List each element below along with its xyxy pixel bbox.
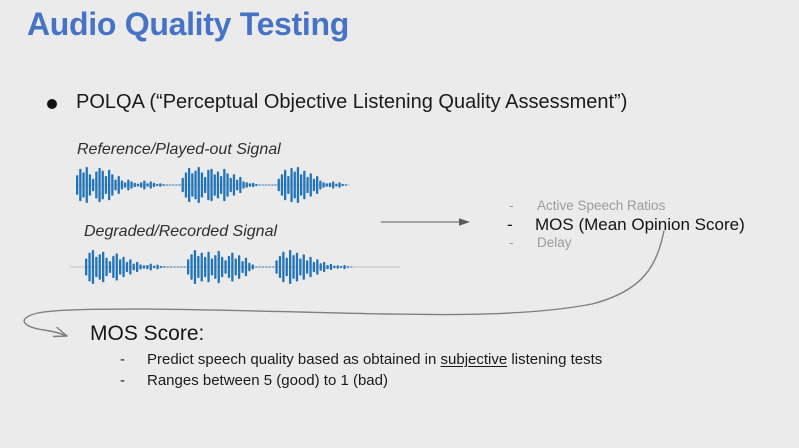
dash-bullet: - [509, 235, 514, 250]
output-item-delay: - Delay [509, 235, 572, 250]
reference-waveform [76, 167, 350, 203]
dash-bullet: - [120, 351, 125, 368]
degraded-waveform [70, 250, 400, 284]
output-label: MOS (Mean Opinion Score) [535, 215, 745, 234]
degraded-signal-label: Degraded/Recorded Signal [84, 223, 278, 240]
dash-bullet: - [507, 215, 513, 234]
output-label: Active Speech Ratios [537, 198, 666, 213]
output-item-mos: - MOS (Mean Opinion Score) [507, 215, 745, 235]
reference-signal-label: Reference/Played-out Signal [77, 141, 281, 158]
page-title: Audio Quality Testing [27, 6, 349, 42]
output-label: Delay [537, 235, 572, 250]
output-item-active-speech-ratios: - Active Speech Ratios [509, 198, 665, 213]
polqa-bullet: POLQA (“Perceptual Objective Listening Q… [76, 91, 628, 113]
flow-arrow-icon [381, 218, 470, 226]
dash-bullet: - [509, 198, 514, 213]
bullet-dot-icon [47, 99, 57, 109]
mos-point-text: Predict speech quality based as obtained… [147, 351, 603, 368]
mos-point-2: - Ranges between 5 (good) to 1 (bad) [120, 372, 388, 389]
mos-point-1: - Predict speech quality based as obtain… [120, 351, 602, 368]
underlined-word: subjective [440, 351, 508, 368]
mos-score-heading: MOS Score: [90, 322, 205, 345]
mos-point-text: Ranges between 5 (good) to 1 (bad) [147, 372, 388, 389]
dash-bullet: - [120, 372, 125, 389]
